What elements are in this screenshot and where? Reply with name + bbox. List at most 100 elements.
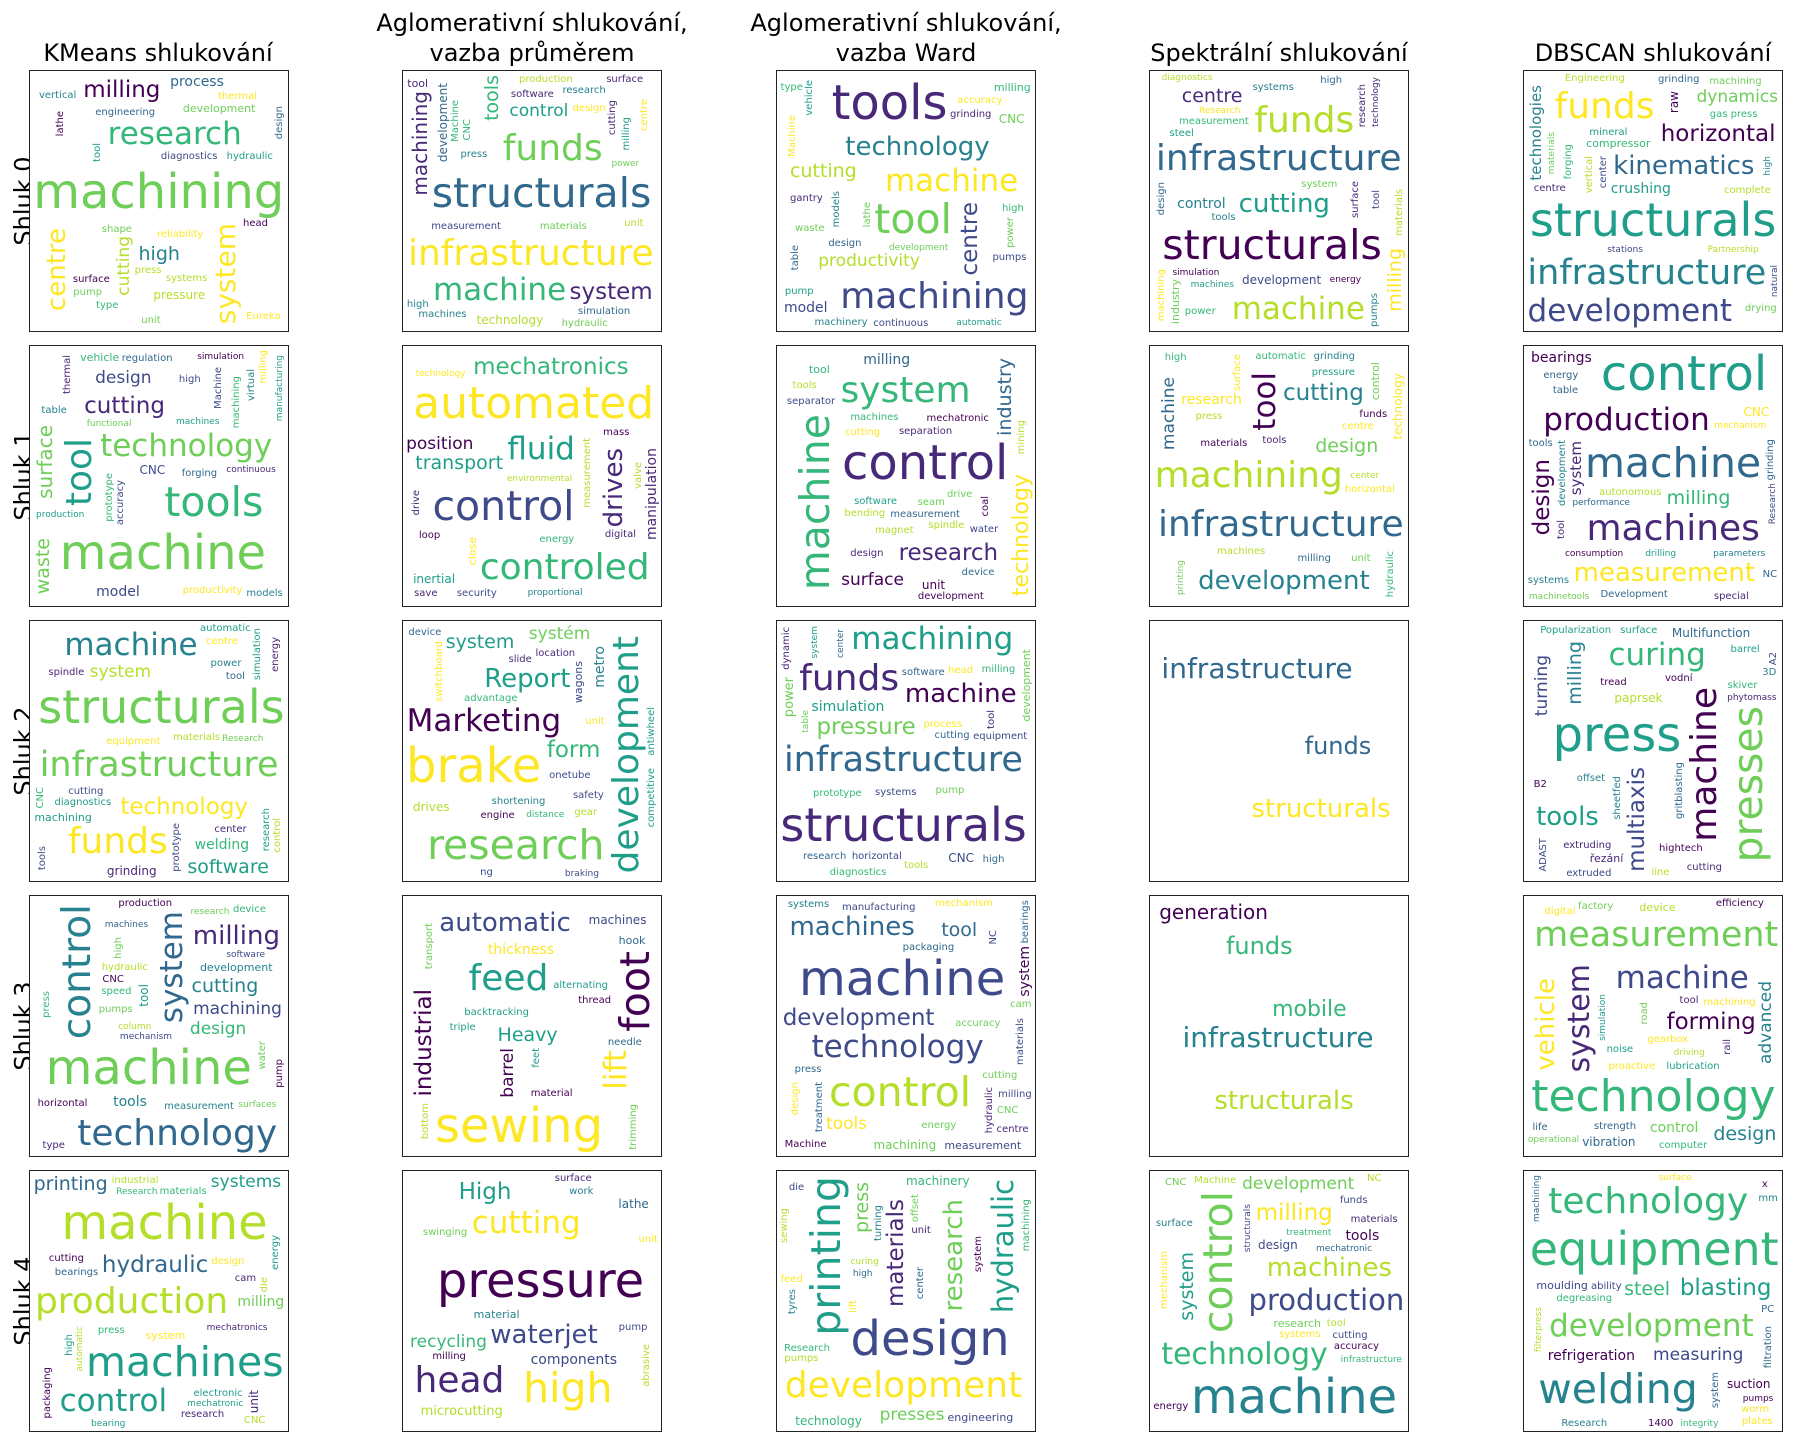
cloud-word: components (530, 1352, 618, 1369)
cloud-word: development (1019, 649, 1033, 722)
cloud-word: feed (468, 957, 549, 999)
cloud-word: dynamic (781, 626, 793, 670)
cloud-word: unit (247, 1389, 262, 1413)
cloud-word: industrial (111, 1175, 159, 1187)
cloud-word: phytomass (1727, 692, 1777, 703)
cloud-word: machines (104, 919, 149, 930)
cloud-word: structurals (780, 797, 1027, 852)
cloud-word: diagnostics (829, 866, 887, 878)
cloud-word: Research (1199, 105, 1241, 116)
cloud-word: funds (1225, 932, 1293, 961)
cloud-word: machining (231, 375, 243, 429)
cloud-word: pump (935, 784, 965, 796)
cloud-word: equipment (106, 736, 161, 748)
cloud-word: tool (92, 143, 104, 163)
cloud-word: braking (564, 869, 599, 880)
cloud-word: cutting (982, 1069, 1018, 1081)
cloud-word: line (1651, 867, 1670, 879)
cloud-word: prototype (104, 473, 116, 522)
cloud-word: development (1527, 293, 1733, 330)
cloud-word: life (1532, 1122, 1548, 1134)
cloud-word: center (214, 823, 247, 835)
cloud-word: technologies (1526, 84, 1545, 181)
cloud-word: technology (415, 369, 466, 380)
cloud-word: infrastructure (783, 740, 1023, 781)
cloud-word: infrastructure (1157, 503, 1404, 545)
column-title: KMeans shlukování (43, 39, 273, 67)
cloud-word: Research (784, 1342, 830, 1354)
cloud-word: machining (873, 1137, 937, 1152)
cloud-word: machine (1231, 290, 1365, 327)
cloud-word: driving (1673, 1047, 1705, 1058)
cloud-word: software (854, 496, 898, 508)
cloud-word: development (1556, 439, 1568, 506)
cloud-word: table (789, 244, 801, 270)
cloud-word: pump (618, 1321, 648, 1333)
cloud-word: position (406, 433, 474, 454)
cloud-word: high (1164, 351, 1187, 363)
cloud-word: Machine (786, 115, 798, 158)
cloud-word: tool (1326, 1318, 1346, 1330)
cloud-word: drives (412, 800, 450, 815)
cloud-word: unit (921, 577, 946, 592)
cloud-word: machining (851, 621, 1014, 658)
cloud-word: lathe (618, 1196, 649, 1211)
cloud-word: surface (1349, 181, 1361, 219)
cloud-word: pressure (153, 288, 206, 303)
cloud-word: surface (32, 424, 57, 499)
cloud-word: proactive (1608, 1061, 1656, 1073)
cloud-word: CNC (35, 786, 47, 809)
cloud-word: gear (574, 806, 598, 818)
cloud-word: development (1242, 272, 1322, 287)
cloud-word: system (1562, 963, 1598, 1073)
cloud-word: manufacturing (274, 354, 285, 421)
cloud-word: energy (539, 533, 575, 545)
cloud-word: power (210, 657, 242, 669)
cloud-word: thermal (61, 355, 73, 395)
cloud-word: multiaxis (1623, 766, 1650, 872)
cloud-word: bearing (90, 1418, 126, 1429)
cloud-word: high (1762, 155, 1773, 176)
cloud-word: water (969, 523, 999, 535)
cloud-word: research (190, 906, 230, 917)
cloud-word: systém (528, 623, 591, 644)
cloud-word: treatment (1286, 1228, 1332, 1239)
cloud-word: model (96, 584, 140, 601)
cloud-word: automatic (956, 317, 1002, 328)
cloud-word: pumps (1368, 293, 1380, 328)
cloud-word: control (1177, 195, 1226, 212)
cloud-word: ng (480, 867, 493, 879)
cloud-word: Multifunction (1671, 626, 1751, 641)
cloud-word: mass (603, 427, 630, 439)
cloud-word: virtual (245, 369, 257, 402)
cloud-word: diagnostics (1161, 73, 1213, 84)
cloud-word: vertical (1584, 155, 1596, 194)
cloud-word: control (1649, 1120, 1699, 1137)
cloud-word: system (840, 369, 971, 411)
cloud-word: Report (484, 663, 571, 694)
cloud-word: press (134, 264, 162, 276)
cloud-word: machine (45, 1039, 252, 1096)
cloud-word: recycling (410, 1332, 487, 1353)
cloud-word: unit (911, 1225, 931, 1237)
cloud-word: tools (37, 845, 49, 871)
cloud-word: triple (449, 1022, 476, 1034)
cloud-word: development (917, 591, 984, 603)
cloud-word: printing (33, 1173, 108, 1196)
cloud-word: lubrication (1666, 1060, 1720, 1072)
cloud-word: press (850, 1182, 873, 1234)
cloud-word: column (118, 1021, 152, 1032)
cloud-word: development (782, 1005, 935, 1032)
cloud-word: unit (585, 716, 605, 728)
cloud-word: materials (539, 221, 587, 233)
cloud-word: design (1528, 458, 1555, 535)
cloud-word: advantage (464, 693, 518, 705)
cloud-word: type (42, 1139, 65, 1151)
cloud-word: functional (86, 419, 132, 430)
cloud-word: tread (1600, 676, 1627, 688)
word-cloud: machining system research centre milling high… (29, 70, 289, 332)
cloud-word: control (1369, 362, 1383, 401)
cloud-word: development (1198, 566, 1370, 597)
cloud-word: hydraulic (226, 151, 273, 163)
cloud-word: tool (1246, 372, 1283, 431)
